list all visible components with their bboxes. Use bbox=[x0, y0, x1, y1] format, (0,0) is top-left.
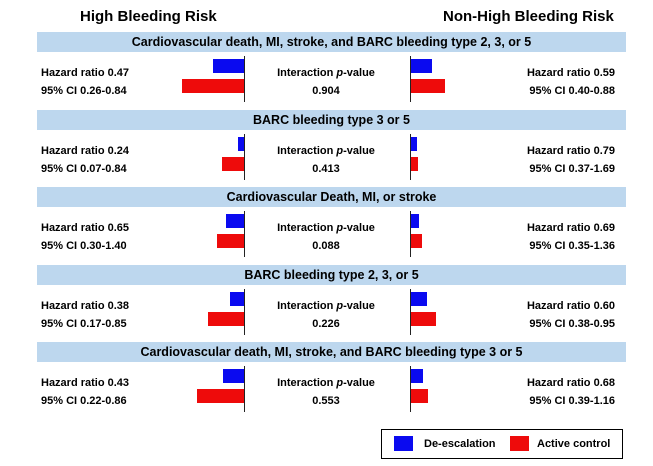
hbr-ci: 95% CI 0.17-0.85 bbox=[41, 318, 127, 330]
nhbr-de-escalation-bar bbox=[411, 214, 419, 228]
hbr-active-control-bar bbox=[208, 312, 244, 326]
nhbr-axis bbox=[410, 134, 411, 180]
hbr-hazard-ratio: Hazard ratio 0.47 bbox=[41, 67, 130, 79]
panel-title: Cardiovascular death, MI, stroke, and BA… bbox=[37, 32, 626, 52]
hbr-axis bbox=[244, 366, 245, 412]
panel-title: BARC bleeding type 2, 3, or 5 bbox=[37, 265, 626, 285]
interaction-p-value: 0.088 bbox=[312, 240, 340, 252]
legend: De-escalation Active control bbox=[381, 429, 623, 459]
interaction-label: Interaction p-value bbox=[277, 145, 375, 157]
hbr-active-control-bar bbox=[217, 234, 244, 248]
hbr-de-escalation-bar bbox=[213, 59, 244, 73]
legend-de-escalation-label: De-escalation bbox=[424, 438, 496, 450]
nhbr-ci: 95% CI 0.35-1.36 bbox=[529, 240, 615, 252]
legend-active-control-swatch bbox=[510, 436, 529, 451]
hbr-ci: 95% CI 0.30-1.40 bbox=[41, 240, 127, 252]
hbr-hazard-ratio: Hazard ratio 0.65 bbox=[41, 222, 130, 234]
panel-title: Cardiovascular Death, MI, or stroke bbox=[37, 187, 626, 207]
interaction-label: Interaction p-value bbox=[277, 377, 375, 389]
interaction-label: Interaction p-value bbox=[277, 67, 375, 79]
hbr-de-escalation-bar bbox=[238, 137, 244, 151]
interaction-p-value: 0.904 bbox=[312, 85, 340, 97]
hbr-ci: 95% CI 0.26-0.84 bbox=[41, 85, 127, 97]
nhbr-axis bbox=[410, 56, 411, 102]
hbr-active-control-bar bbox=[222, 157, 244, 171]
hbr-de-escalation-bar bbox=[226, 214, 244, 228]
nhbr-de-escalation-bar bbox=[411, 292, 427, 306]
legend-active-control-label: Active control bbox=[537, 438, 611, 450]
interaction-label: Interaction p-value bbox=[277, 300, 375, 312]
non-high-bleeding-risk-header: Non-High Bleeding Risk bbox=[443, 8, 614, 25]
hbr-ci: 95% CI 0.22-0.86 bbox=[41, 395, 127, 407]
legend-de-escalation-swatch bbox=[394, 436, 413, 451]
hbr-axis bbox=[244, 134, 245, 180]
nhbr-active-control-bar bbox=[411, 234, 422, 248]
hbr-axis bbox=[244, 289, 245, 335]
nhbr-de-escalation-bar bbox=[411, 369, 423, 383]
hbr-hazard-ratio: Hazard ratio 0.38 bbox=[41, 300, 130, 312]
interaction-p-value: 0.413 bbox=[312, 163, 340, 175]
hbr-hazard-ratio: Hazard ratio 0.24 bbox=[41, 145, 130, 157]
hbr-axis bbox=[244, 211, 245, 257]
hbr-de-escalation-bar bbox=[223, 369, 244, 383]
panel-title: Cardiovascular death, MI, stroke, and BA… bbox=[37, 342, 626, 362]
nhbr-hazard-ratio: Hazard ratio 0.59 bbox=[526, 67, 615, 79]
nhbr-hazard-ratio: Hazard ratio 0.79 bbox=[526, 145, 615, 157]
nhbr-active-control-bar bbox=[411, 157, 418, 171]
nhbr-ci: 95% CI 0.38-0.95 bbox=[529, 318, 615, 330]
nhbr-hazard-ratio: Hazard ratio 0.60 bbox=[526, 300, 615, 312]
hbr-active-control-bar bbox=[182, 79, 244, 93]
hbr-active-control-bar bbox=[197, 389, 244, 403]
interaction-label: Interaction p-value bbox=[277, 222, 375, 234]
hbr-hazard-ratio: Hazard ratio 0.43 bbox=[41, 377, 130, 389]
nhbr-de-escalation-bar bbox=[411, 59, 432, 73]
interaction-p-value: 0.553 bbox=[312, 395, 340, 407]
nhbr-ci: 95% CI 0.37-1.69 bbox=[529, 163, 615, 175]
nhbr-active-control-bar bbox=[411, 312, 436, 326]
nhbr-axis bbox=[410, 366, 411, 412]
nhbr-active-control-bar bbox=[411, 79, 445, 93]
nhbr-hazard-ratio: Hazard ratio 0.69 bbox=[526, 222, 615, 234]
hbr-ci: 95% CI 0.07-0.84 bbox=[41, 163, 127, 175]
nhbr-axis bbox=[410, 211, 411, 257]
interaction-p-value: 0.226 bbox=[312, 318, 340, 330]
panel-title: BARC bleeding type 3 or 5 bbox=[37, 110, 626, 130]
nhbr-ci: 95% CI 0.39-1.16 bbox=[529, 395, 615, 407]
nhbr-axis bbox=[410, 289, 411, 335]
high-bleeding-risk-header: High Bleeding Risk bbox=[80, 8, 217, 25]
nhbr-active-control-bar bbox=[411, 389, 428, 403]
hbr-de-escalation-bar bbox=[230, 292, 244, 306]
hbr-axis bbox=[244, 56, 245, 102]
nhbr-de-escalation-bar bbox=[411, 137, 417, 151]
nhbr-ci: 95% CI 0.40-0.88 bbox=[529, 85, 615, 97]
nhbr-hazard-ratio: Hazard ratio 0.68 bbox=[526, 377, 615, 389]
